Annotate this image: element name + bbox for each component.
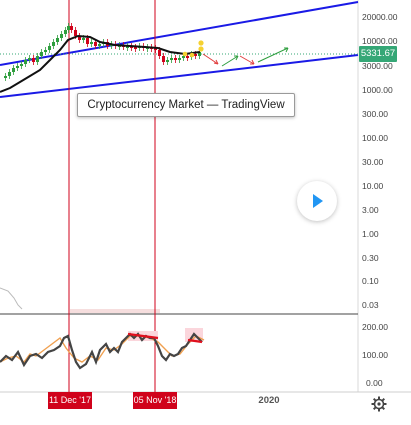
candle [82,38,85,40]
price-tick: 0.30 [362,253,379,263]
candle [178,58,181,60]
date-marker-nov18[interactable]: 05 Nov '18 [133,392,177,409]
candle [198,52,201,56]
time-axis-year-label: 2020 [258,395,280,406]
candle [70,26,73,30]
settings-button[interactable] [370,395,388,413]
candle [60,34,63,38]
candle [64,30,67,34]
volume-curve [0,287,23,310]
channel-lower-line [0,54,359,98]
candle [166,60,169,62]
price-tick: 1000.00 [362,85,393,95]
gear-icon [371,396,387,412]
candle [44,50,47,52]
candle [8,72,11,76]
candle [158,50,161,56]
candle [174,58,177,60]
price-tick: 0.10 [362,276,379,286]
candle [134,47,137,49]
candle [186,56,189,58]
price-tick: 30.00 [362,157,384,167]
candle [162,56,165,62]
candle [94,42,97,46]
forecast-arrow-down-1 [202,53,219,65]
candle [74,30,77,36]
price-axis[interactable]: 20000.00 10000.00 3000.00 1000.00 300.00… [362,12,398,310]
price-tick: 0.03 [362,300,379,310]
signal-marker [198,40,204,46]
candle [78,36,81,40]
candle [154,48,157,50]
candle [12,68,15,72]
date-marker-dec17[interactable]: 11 Dec '17 [48,392,92,409]
forecast-arrow-up-2 [257,47,289,63]
candle [40,52,43,56]
channel-upper-line [0,1,359,66]
signal-marker [189,52,195,58]
chart-title-tooltip: Cryptocurrency Market — TradingView [77,93,295,117]
candle [24,60,27,64]
forecast-arrow-up-1 [221,55,239,67]
price-tick: 1.00 [362,229,379,239]
price-tick: 3.00 [362,205,379,215]
price-tick: 300.00 [362,109,388,119]
candle [28,58,31,60]
price-tick: 3000.00 [362,61,393,71]
indicator-line [0,332,203,370]
candle [48,46,51,50]
moving-average-line [0,34,201,93]
candle [126,46,129,48]
price-tick: 10.00 [362,181,384,191]
candle [86,38,89,44]
candle [170,58,173,60]
indicator-axis[interactable]: 200.00 100.00 0.00 [362,322,388,388]
signal-markers [182,40,204,58]
play-button[interactable] [297,181,337,221]
indicator-line-hot [127,332,203,344]
candle [36,56,39,62]
price-tick: 20000.00 [362,12,398,22]
volume-band [70,309,160,313]
candle [67,26,70,30]
candle [90,42,93,44]
play-icon [313,194,323,208]
candle [20,64,23,66]
price-tick: 10000.00 [362,36,398,46]
forecast-arrows [202,47,289,67]
candle [98,44,101,46]
candle [4,76,7,78]
signal-marker [182,51,188,57]
candle [32,58,35,62]
signal-marker [198,46,204,52]
indicator-tick: 200.00 [362,322,388,332]
indicator-tick: 0.00 [366,378,383,388]
candle [52,42,55,46]
candle [16,66,19,68]
price-tick: 100.00 [362,133,388,143]
last-price-label: 5331.67 [359,46,397,62]
forecast-arrow-down-2 [239,55,255,65]
indicator-tick: 100.00 [362,350,388,360]
candle [182,56,185,58]
candle [56,38,59,42]
candle [194,54,197,56]
